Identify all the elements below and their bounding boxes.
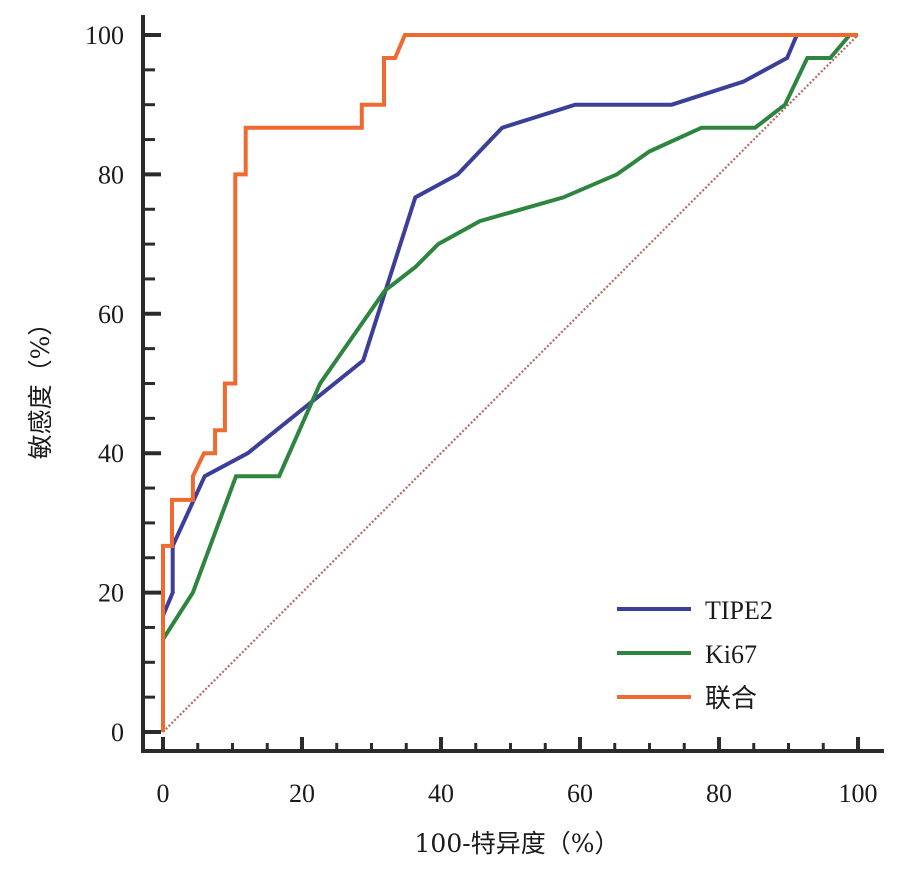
reference-line-group <box>162 34 859 733</box>
legend-item: 联合 <box>617 684 757 714</box>
legend-item: TIPE2 <box>617 596 773 625</box>
y-tick-label: 80 <box>98 160 124 189</box>
series-group <box>161 33 858 732</box>
series-line-联合 <box>161 33 858 732</box>
x-ticks: 0 20 40 60 80 100 <box>157 737 878 808</box>
y-tick-label: 0 <box>111 718 124 747</box>
x-tick-label: 40 <box>428 779 454 808</box>
legend: TIPE2 Ki67 联合 <box>617 596 773 714</box>
y-tick-label: 100 <box>85 21 124 50</box>
y-tick-label: 40 <box>98 439 124 468</box>
x-tick-label: 100 <box>839 779 878 808</box>
series-line-TIPE2 <box>161 33 858 732</box>
x-tick-label: 20 <box>289 779 315 808</box>
y-axis-title: 敏感度（%） <box>26 311 55 460</box>
x-tick-label: 0 <box>157 779 170 808</box>
y-tick-label: 20 <box>98 579 124 608</box>
reference-diagonal-line <box>162 34 859 733</box>
legend-item: Ki67 <box>617 640 757 669</box>
legend-label: Ki67 <box>705 640 757 669</box>
y-ticks: 0 20 40 60 80 100 <box>85 21 161 747</box>
axes: 0 20 40 60 80 100 0 20 40 60 80 100 <box>85 15 884 808</box>
x-axis-title: 100-特异度（%） <box>415 829 620 858</box>
series-line-Ki67 <box>161 33 858 732</box>
x-tick-label: 80 <box>706 779 732 808</box>
legend-label: TIPE2 <box>705 596 773 625</box>
y-tick-label: 60 <box>98 300 124 329</box>
legend-label: 联合 <box>705 684 757 714</box>
x-tick-label: 60 <box>567 779 593 808</box>
